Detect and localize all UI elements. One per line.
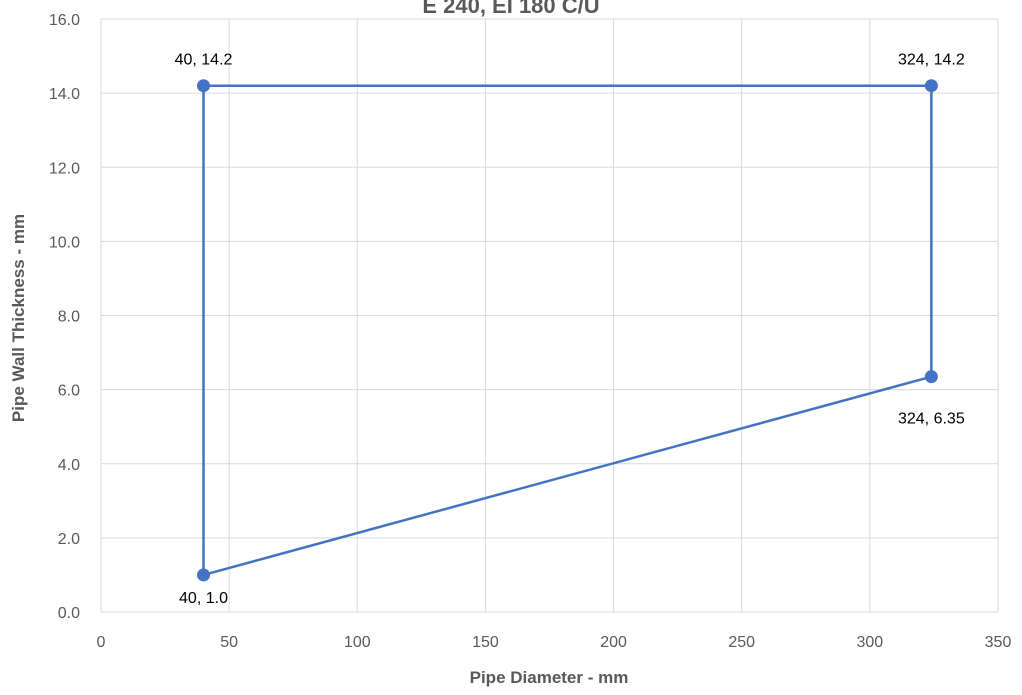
x-tick-label: 300 [857,634,884,651]
data-labels: 40, 14.2 324, 14.2 324, 6.35 40, 1.0 [175,52,965,607]
x-axis-title: Pipe Diameter - mm [470,668,629,687]
data-label: 40, 14.2 [175,52,233,69]
x-tick-label: 200 [600,634,627,651]
series-line-segment [202,375,933,577]
y-tick-label: 6.0 [58,383,80,400]
data-label: 40, 1.0 [179,590,228,607]
x-tick-label: 250 [728,634,755,651]
y-tick-label: 16.0 [49,12,80,29]
data-label: 324, 6.35 [898,411,965,428]
x-tick-label: 50 [220,634,238,651]
x-tick-label: 150 [472,634,499,651]
y-tick-label: 12.0 [49,160,80,177]
y-tick-label: 0.0 [58,605,80,622]
data-label: 324, 14.2 [898,52,965,69]
x-tick-label: 0 [97,634,106,651]
data-point [924,79,938,93]
data-points [197,79,938,582]
chart-title: E 240, EI 180 C/U [422,0,599,18]
y-tick-label: 4.0 [58,457,80,474]
y-tick-label: 2.0 [58,531,80,548]
y-tick-label: 14.0 [49,86,80,103]
grid [100,18,999,613]
x-tick-label: 100 [344,634,371,651]
series-lines [202,84,933,577]
tick-labels: 0 50 100 150 200 250 300 350 0.0 2.0 4.0 6.0 8.0 10.0… [49,12,1012,651]
data-point [197,568,211,582]
y-axis-title: Pipe Wall Thickness - mm [9,214,28,422]
y-tick-label: 8.0 [58,309,80,326]
x-tick-label: 350 [985,634,1012,651]
data-point [197,79,211,93]
data-point [924,370,938,384]
y-tick-label: 10.0 [49,234,80,251]
